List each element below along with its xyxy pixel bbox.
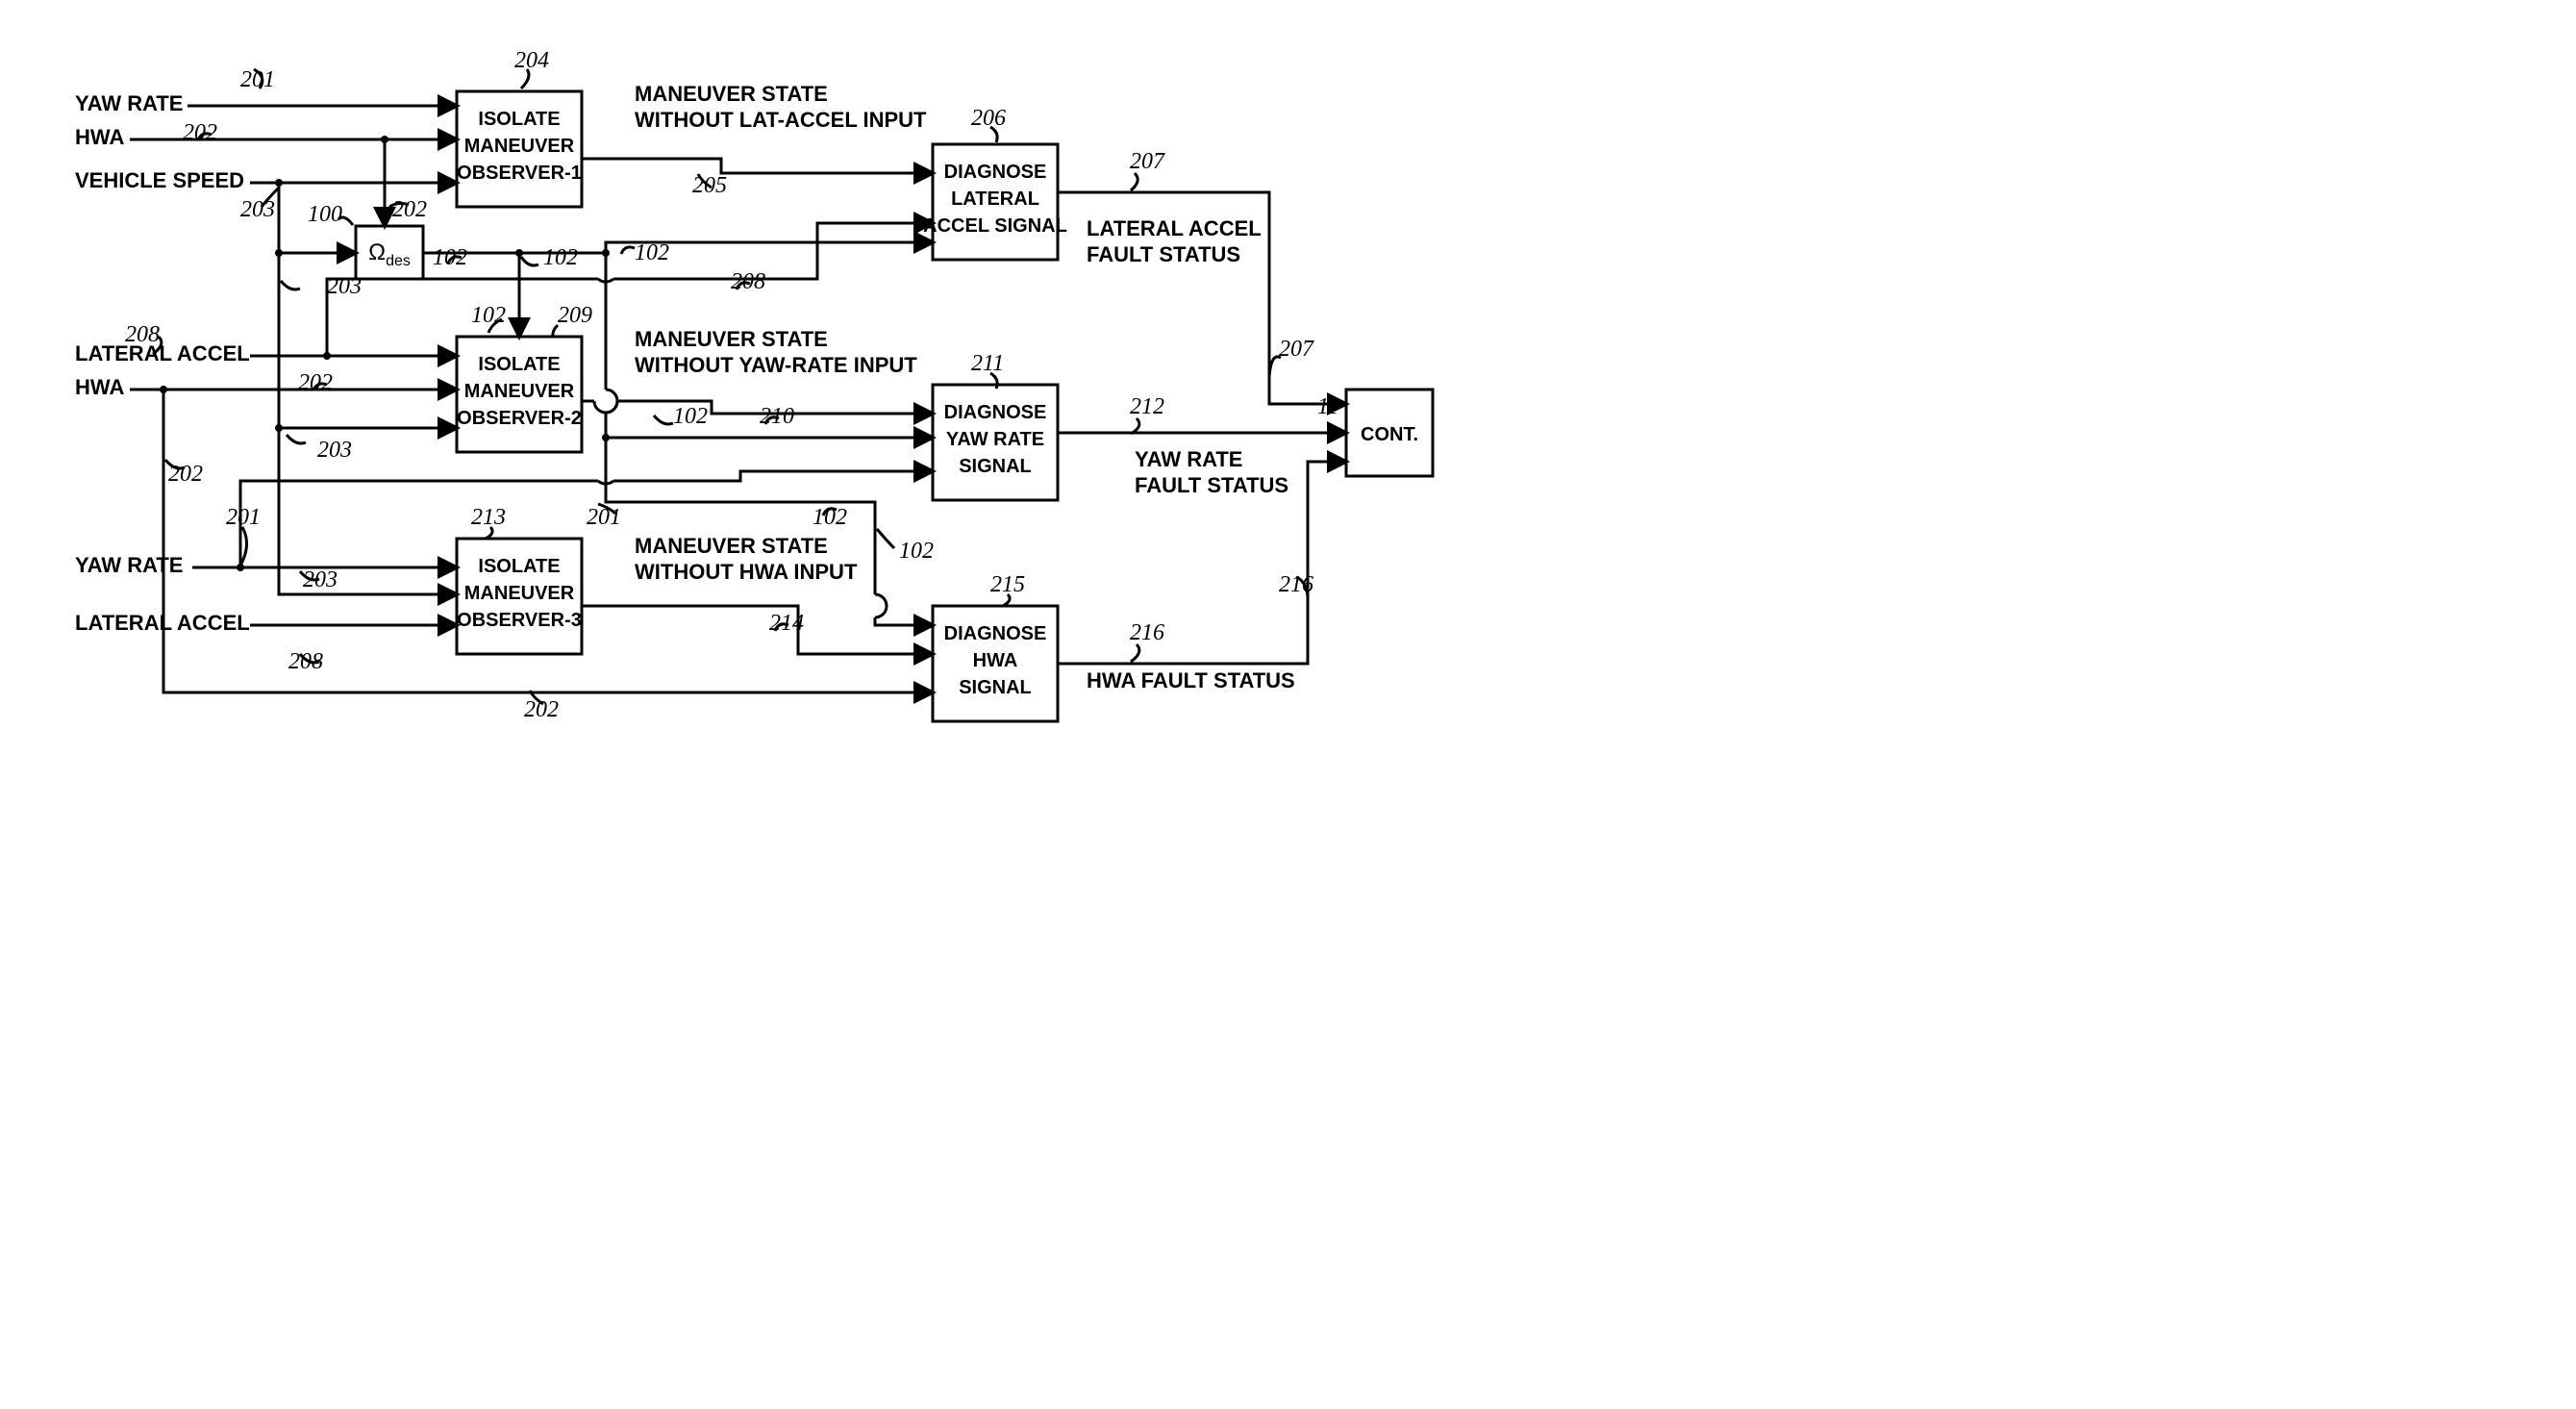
svg-text:202: 202 <box>392 197 427 222</box>
svg-text:201: 201 <box>587 505 621 530</box>
node-vspeed-tap-3 <box>275 424 283 432</box>
node-102-tap-2 <box>602 249 610 257</box>
wire-205 <box>582 159 933 173</box>
svg-text:215: 215 <box>990 572 1025 597</box>
node-102-tap-1 <box>515 249 523 257</box>
svg-text:216: 216 <box>1279 572 1313 597</box>
svg-text:209: 209 <box>558 303 592 328</box>
svg-text:102: 102 <box>899 539 934 564</box>
mid-label-2-line1: MANEUVER STATE <box>635 327 828 351</box>
input-yaw-rate-1: YAW RATE <box>75 91 183 115</box>
svg-text:210: 210 <box>760 404 794 429</box>
out-label-1-line2: FAULT STATUS <box>1087 242 1240 266</box>
wire-102-diag-hwa <box>606 438 933 625</box>
svg-text:202: 202 <box>183 120 217 145</box>
svg-text:208: 208 <box>125 322 160 347</box>
svg-text:100: 100 <box>308 202 342 227</box>
svg-text:201: 201 <box>240 67 275 92</box>
observer-2-line1: ISOLATE <box>478 354 560 375</box>
svg-text:102: 102 <box>635 240 669 265</box>
mid-label-1-line2: WITHOUT LAT-ACCEL INPUT <box>635 108 927 132</box>
diag-lat-line1: DIAGNOSE <box>944 162 1047 183</box>
svg-text:202: 202 <box>298 370 333 395</box>
diag-lat-line2: LATERAL <box>951 189 1039 210</box>
block-diagram: Ωdes ISOLATE MANEUVER OBSERVER-1 ISOLATE… <box>0 0 1481 741</box>
diag-hwa-line1: DIAGNOSE <box>944 623 1047 644</box>
out-label-2-line2: FAULT STATUS <box>1135 473 1288 497</box>
svg-text:203: 203 <box>303 567 338 592</box>
observer-2-line3: OBSERVER-2 <box>457 408 582 429</box>
svg-text:202: 202 <box>168 462 203 487</box>
svg-text:214: 214 <box>769 611 804 636</box>
observer-1-line1: ISOLATE <box>478 109 560 130</box>
mid-label-2-line2: WITHOUT YAW-RATE INPUT <box>635 353 917 377</box>
observer-1-line2: MANEUVER <box>464 136 575 157</box>
svg-text:212: 212 <box>1130 394 1164 419</box>
svg-text:205: 205 <box>692 173 727 198</box>
node-vspeed-tap-2 <box>275 249 283 257</box>
diag-yaw-line1: DIAGNOSE <box>944 402 1047 423</box>
node-208-tap <box>323 352 331 360</box>
input-yaw-rate-2: YAW RATE <box>75 553 183 577</box>
diag-yaw-line3: SIGNAL <box>959 456 1032 477</box>
svg-text:102: 102 <box>471 303 506 328</box>
svg-text:202: 202 <box>524 697 559 722</box>
out-label-2-line1: YAW RATE <box>1135 447 1242 471</box>
input-hwa-1: HWA <box>75 125 124 149</box>
svg-text:216: 216 <box>1130 620 1164 645</box>
node-102-tap-3 <box>602 434 610 441</box>
node-vspeed-tap-1 <box>275 179 283 187</box>
input-hwa-2: HWA <box>75 375 124 399</box>
svg-text:208: 208 <box>288 649 323 674</box>
svg-text:213: 213 <box>471 505 506 530</box>
svg-text:201: 201 <box>226 505 261 530</box>
observer-3-line1: ISOLATE <box>478 556 560 577</box>
mid-label-1-line1: MANEUVER STATE <box>635 82 828 106</box>
input-vehicle-speed: VEHICLE SPEED <box>75 168 244 192</box>
wire-102-diag-lat <box>423 242 933 253</box>
svg-text:11: 11 <box>1317 394 1338 419</box>
mid-label-3-line1: MANEUVER STATE <box>635 534 828 558</box>
svg-text:206: 206 <box>971 106 1006 131</box>
svg-text:102: 102 <box>433 245 467 270</box>
svg-text:102: 102 <box>543 245 578 270</box>
observer-2-line2: MANEUVER <box>464 381 575 402</box>
svg-text:204: 204 <box>514 48 549 73</box>
mid-label-3-line2: WITHOUT HWA INPUT <box>635 560 858 584</box>
svg-text:102: 102 <box>813 505 847 530</box>
diag-yaw-line2: YAW RATE <box>946 429 1044 450</box>
svg-text:203: 203 <box>317 438 352 463</box>
cont-label: CONT. <box>1361 424 1418 445</box>
diag-hwa-line3: SIGNAL <box>959 677 1032 698</box>
ref-numerals: 201 202 203 202 100 204 102 102 102 205 … <box>125 48 1338 722</box>
observer-3-line3: OBSERVER-3 <box>457 610 582 631</box>
svg-text:208: 208 <box>731 269 765 294</box>
observer-1-line3: OBSERVER-1 <box>457 163 582 184</box>
out-label-1-line1: LATERAL ACCEL <box>1087 216 1262 240</box>
wire-214 <box>582 606 933 654</box>
out-label-3-line1: HWA FAULT STATUS <box>1087 668 1295 692</box>
node-hwa-tap <box>381 136 388 143</box>
svg-text:203: 203 <box>240 197 275 222</box>
diag-hwa-line2: HWA <box>973 650 1018 671</box>
svg-text:207: 207 <box>1130 149 1165 174</box>
svg-text:203: 203 <box>327 274 362 299</box>
observer-3-line2: MANEUVER <box>464 583 575 604</box>
node-202-tap <box>160 386 167 393</box>
svg-text:211: 211 <box>971 351 1004 376</box>
diag-lat-line3: ACCEL SIGNAL <box>923 215 1067 237</box>
svg-text:102: 102 <box>673 404 708 429</box>
svg-text:207: 207 <box>1279 337 1314 362</box>
wire-210 <box>582 401 933 414</box>
